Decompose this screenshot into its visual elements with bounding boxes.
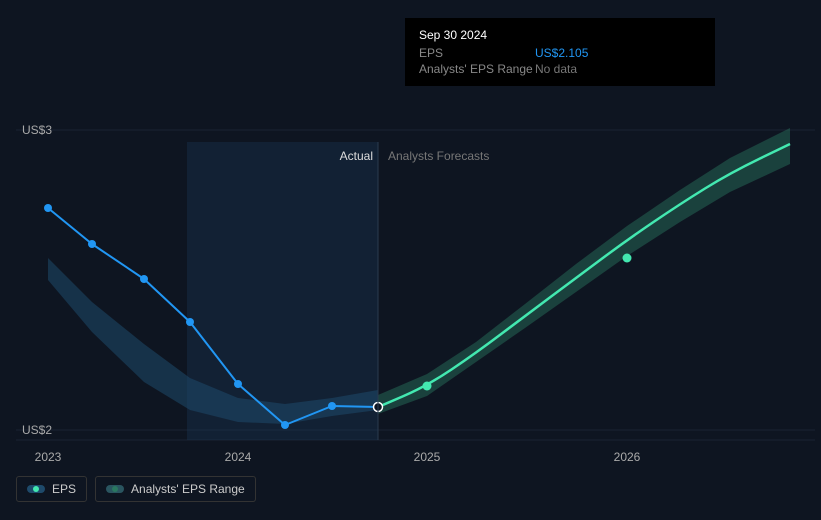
x-axis-label: 2026 xyxy=(614,450,641,464)
tooltip-eps-label: EPS xyxy=(419,46,535,60)
legend-item-range[interactable]: Analysts' EPS Range xyxy=(95,476,256,502)
legend-item-eps[interactable]: EPS xyxy=(16,476,87,502)
y-axis-label: US$3 xyxy=(22,123,52,137)
chart-tooltip: Sep 30 2024 EPS US$2.105 Analysts' EPS R… xyxy=(405,18,715,86)
eps-chart: Sep 30 2024 EPS US$2.105 Analysts' EPS R… xyxy=(0,0,821,520)
legend-swatch-eps xyxy=(27,485,45,493)
tooltip-range-label: Analysts' EPS Range xyxy=(419,62,535,76)
legend-swatch-range xyxy=(106,485,124,493)
region-label-actual: Actual xyxy=(340,149,373,163)
x-axis-label: 2024 xyxy=(225,450,252,464)
tooltip-eps-value: US$2.105 xyxy=(535,46,588,60)
tooltip-date: Sep 30 2024 xyxy=(419,28,701,42)
x-axis-label: 2025 xyxy=(414,450,441,464)
tooltip-range-value: No data xyxy=(535,62,577,76)
legend-label-range: Analysts' EPS Range xyxy=(131,482,245,496)
y-axis-label: US$2 xyxy=(22,423,52,437)
x-axis-label: 2023 xyxy=(35,450,62,464)
legend-label-eps: EPS xyxy=(52,482,76,496)
legend: EPS Analysts' EPS Range xyxy=(16,476,256,502)
region-label-forecast: Analysts Forecasts xyxy=(388,149,489,163)
